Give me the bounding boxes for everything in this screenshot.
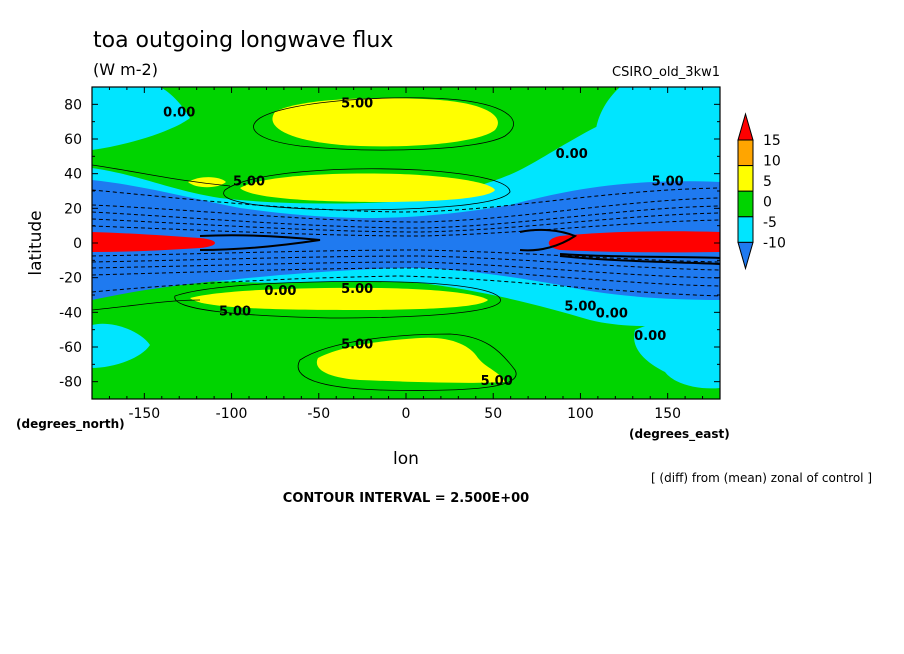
y-tick-label: 0 [73,236,82,252]
y-tick-label: 80 [64,97,82,113]
x-tick-label: -100 [216,406,248,422]
contour-label: 5.00 [652,175,684,190]
contour-label: 0.00 [634,329,666,344]
y-axis-label: latitude [26,210,46,275]
y-tick-label: -20 [59,271,82,287]
x-axis: -150 -100 -50 0 50 100 150 [108,87,704,422]
contour-interval: CONTOUR INTERVAL = 2.500E+00 [283,491,529,506]
colorbar-segment [737,139,754,167]
colorbar-segment [737,216,754,243]
x-tick-label: -150 [128,406,160,422]
x-tick-label: 100 [567,406,594,422]
plot-area: 0.005.000.005.00 5.005.005.000.005.00 0.00… [92,87,720,399]
y-axis: -80 -60 -40 -20 0 20 40 60 80 [59,86,720,400]
field-yellow-s2 [316,337,505,383]
contour-labels: 0.005.000.005.00 5.005.005.000.005.00 0.00… [163,97,684,389]
equatorial-contours [199,228,720,265]
contour-label: 0.00 [556,147,588,162]
contour-label: 5.00 [219,305,251,320]
field-blue-north [92,180,720,240]
dense-contours [92,187,720,297]
colorbar-tick-label: -10 [763,235,786,251]
contour-label: 0.00 [264,284,296,299]
colorbar-arrow-top [737,112,754,141]
chart-title: toa outgoing longwave flux [93,28,393,53]
colorbar-segment [737,190,754,218]
field-yellow-n1 [272,98,498,147]
colorbar-tick-label: 15 [763,133,781,149]
colorbar-arrow-bottom [737,241,754,271]
field-cyan-nw [92,87,190,150]
colorbar: 15 10 5 0 -5 -10 [737,112,786,271]
field-red-east [548,231,720,253]
positive-contours [92,97,517,391]
field-red-west [92,232,215,252]
contour-label: 5.00 [341,338,373,353]
y-tick-label: -60 [59,340,82,356]
colorbar-tick-label: 10 [763,153,781,169]
field-yellow-s1 [190,287,488,310]
x-tick-label: 150 [654,406,681,422]
x-unit-label: (degrees_east) [629,427,730,442]
y-tick-label: 60 [64,132,82,148]
model-label: CSIRO_old_3kw1 [612,65,720,80]
y-tick-label: -40 [59,305,82,321]
x-tick-label: 50 [484,406,502,422]
units-label: (W m-2) [93,60,158,79]
field-yellow-n2 [240,173,495,202]
field-cyan-sw [92,323,150,368]
y-tick-label: 40 [64,167,82,183]
colorbar-tick-label: 0 [763,194,772,210]
contour-label: 5.00 [481,374,513,389]
contour-label: 5.00 [341,97,373,112]
colorbar-tick-label: 5 [763,174,772,190]
contour-label: 5.00 [233,175,265,190]
note-text: [ (diff) from (mean) zonal of control ] [651,471,872,485]
contour-label: 5.00 [341,282,373,297]
contour-label: 0.00 [163,105,195,120]
y-unit-label: (degrees_north) [16,417,125,432]
x-tick-label: 0 [402,406,411,422]
y-tick-label: -80 [59,375,82,391]
contour-label: 5.00 [564,299,596,314]
x-tick-label: -50 [307,406,330,422]
colorbar-segment [737,165,754,192]
field-cyan-ne [595,87,720,177]
colorbar-tick-label: -5 [763,215,777,231]
field-cyan-se [634,316,720,389]
contour-label: 0.00 [596,306,628,321]
x-axis-label: lon [393,449,419,469]
y-tick-label: 20 [64,201,82,217]
